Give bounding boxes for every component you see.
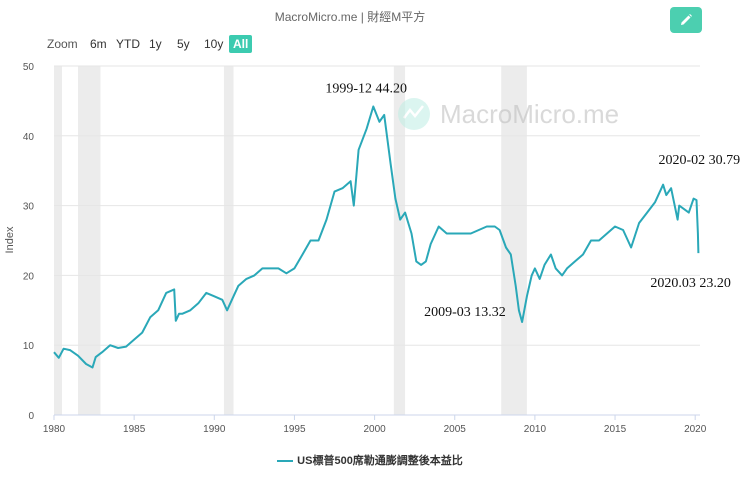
watermark-logo-mark [403,105,424,119]
recession-band-1 [78,66,101,415]
series-line-0[interactable] [53,105,700,369]
legend-item[interactable]: US標普500席勒通膨調整後本益比 [0,452,740,468]
x-tick-label: 2015 [604,424,627,435]
legend-swatch [277,460,294,463]
x-tick-label: 1985 [123,424,146,435]
zoom-6m-button[interactable]: 6m [90,37,107,51]
recession-band-0 [54,66,63,415]
annotation-label: 2020-02 30.79 [658,153,740,168]
annotation-label: 2020.03 23.20 [650,276,731,291]
y-tick-label: 50 [23,62,35,73]
y-tick-label: 40 [23,132,35,143]
watermark: MacroMicro.me [398,98,619,130]
annotations: 1999-12 44.20 2009-03 13.32 2020-02 30.79 2… [325,81,740,320]
zoom-5y-button[interactable]: 5y [177,37,190,51]
series-layer [53,105,700,369]
recession-band-4 [501,66,527,415]
x-tick-label: 1995 [283,424,306,435]
zoom-1y-button[interactable]: 1y [149,37,162,51]
y-tick-label: 20 [23,271,35,282]
pencil-icon [681,14,692,25]
x-tick-label: 1990 [203,424,226,435]
y-tick-label: 10 [23,341,35,352]
x-tick-label: 2000 [363,424,386,435]
y-tick-label: 30 [23,202,35,213]
watermark-text: MacroMicro.me [440,99,619,129]
annotation-label: 1999-12 44.20 [325,81,407,96]
axes: 0 10 20 30 40 50 1980 1985 1990 1995 2000 2005 2010 2… [23,62,707,435]
recession-band-3 [393,66,406,415]
zoom-10y-button[interactable]: 10y [204,37,224,51]
edit-button[interactable] [670,7,702,33]
x-tick-label: 2020 [684,424,707,435]
x-tick-label: 2005 [444,424,467,435]
zoom-all-button[interactable]: All [229,35,253,53]
x-tick-label: 2010 [524,424,547,435]
annotation-label: 2009-03 13.32 [424,305,506,320]
zoom-ytd-button[interactable]: YTD [116,37,140,51]
recession-band-2 [223,66,234,415]
y-tick-label: 0 [28,411,34,422]
page-title: MacroMicro.me | 財經M平方 [274,10,426,24]
x-tick-label: 1980 [43,424,66,435]
legend-label: US標普500席勒通膨調整後本益比 [297,455,463,467]
recession-bands [54,66,527,415]
zoom-label: Zoom [47,37,78,51]
y-axis-label: Index [4,226,16,253]
